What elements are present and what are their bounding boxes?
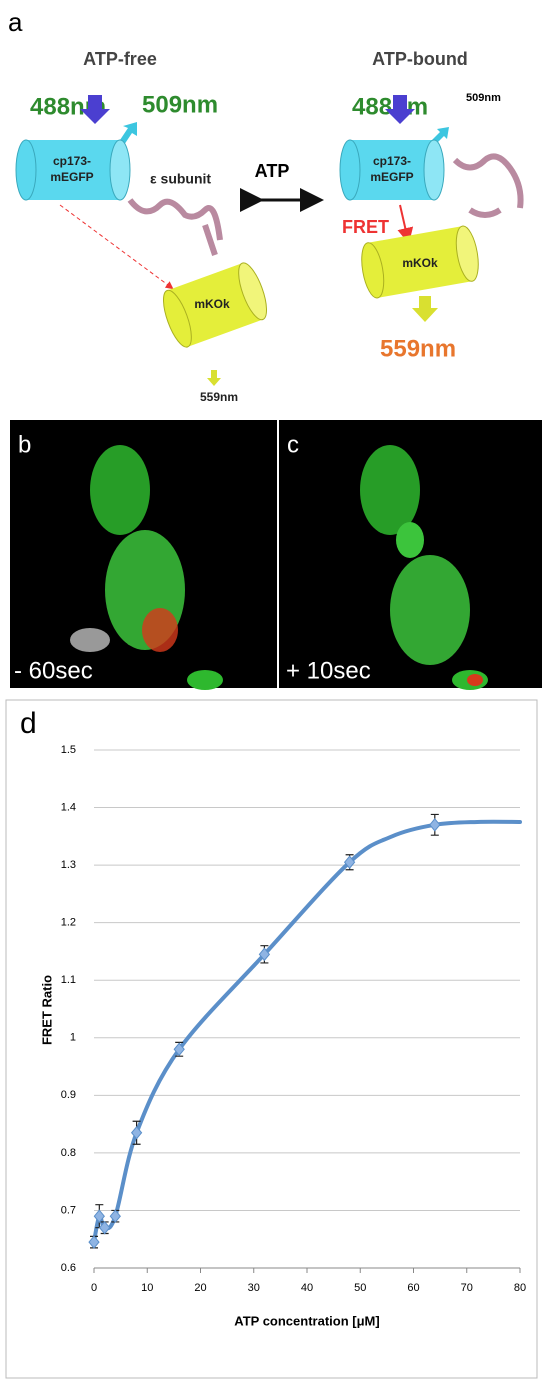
data-point	[93, 1209, 105, 1223]
label: 559nm	[380, 335, 456, 362]
x-tick-label: 10	[141, 1282, 153, 1294]
y-tick-label: 0.7	[61, 1204, 76, 1216]
y-tick-label: 0.8	[61, 1147, 76, 1159]
x-tick-label: 50	[354, 1282, 366, 1294]
label: ATP	[255, 161, 290, 181]
data-point	[98, 1220, 111, 1235]
y-tick-label: 1.2	[61, 917, 76, 929]
data-point	[130, 1125, 143, 1140]
label: mKOk	[402, 256, 438, 270]
title: ATP-bound	[372, 49, 468, 69]
y-tick-label: 0.6	[61, 1262, 76, 1274]
x-tick-label: 20	[194, 1282, 206, 1294]
y-axis-label: FRET Ratio	[39, 975, 54, 1045]
arrow	[412, 296, 438, 322]
y-tick-label: 1.3	[61, 859, 76, 871]
arrow	[432, 127, 449, 144]
data-point	[429, 818, 441, 832]
label: 488nm	[352, 93, 428, 120]
label: 509nm	[142, 91, 218, 118]
arrow	[397, 204, 414, 244]
label: cp173-	[53, 154, 91, 168]
panel-label: b	[18, 431, 31, 458]
label: mEGFP	[50, 170, 93, 184]
data-point	[258, 947, 271, 962]
panel-a: a ATP-free ATP-bound 488nm 509nm cp173- …	[8, 7, 524, 404]
time-label: + 10sec	[286, 657, 371, 684]
y-tick-label: 0.9	[61, 1089, 76, 1101]
arrow	[385, 95, 415, 124]
arrow	[120, 122, 137, 145]
label: FRET	[342, 217, 389, 237]
data-point	[343, 855, 356, 870]
x-tick-label: 60	[407, 1282, 419, 1294]
ribbon	[127, 198, 223, 256]
data-point	[88, 1235, 100, 1249]
panel-b: b - 60sec	[10, 420, 277, 690]
y-tick-label: 1.1	[61, 974, 76, 986]
panel-c: c + 10sec	[279, 420, 542, 690]
label: ε subunit	[150, 171, 211, 187]
panel-label: a	[8, 7, 23, 37]
label: mEGFP	[370, 170, 413, 184]
x-axis-label: ATP concentration [μM]	[234, 1313, 379, 1328]
y-tick-label: 1	[70, 1032, 76, 1044]
cylinder	[339, 139, 445, 201]
arrow	[80, 95, 110, 124]
panel-label: d	[20, 707, 37, 740]
arrow	[59, 204, 174, 290]
y-tick-label: 1.5	[61, 744, 76, 756]
arrow	[207, 370, 221, 386]
time-label: - 60sec	[14, 657, 93, 684]
panel-d	[5, 699, 538, 1379]
x-tick-label: 40	[301, 1282, 313, 1294]
data-point	[109, 1209, 121, 1223]
ribbon	[452, 153, 524, 218]
title: ATP-free	[83, 49, 157, 69]
x-tick-label: 80	[514, 1282, 526, 1294]
label: 559nm	[200, 390, 238, 404]
cylinder	[361, 225, 479, 299]
y-tick-label: 1.4	[61, 801, 76, 813]
cylinder	[15, 139, 131, 201]
panel-label: c	[287, 431, 299, 458]
x-tick-label: 0	[91, 1282, 97, 1294]
label: 509nm	[466, 92, 501, 104]
data-point	[173, 1042, 185, 1057]
label: mKOk	[194, 297, 230, 311]
x-tick-label: 30	[248, 1282, 260, 1294]
label: cp173-	[373, 154, 411, 168]
cylinder	[162, 262, 268, 348]
x-tick-label: 70	[461, 1282, 473, 1294]
